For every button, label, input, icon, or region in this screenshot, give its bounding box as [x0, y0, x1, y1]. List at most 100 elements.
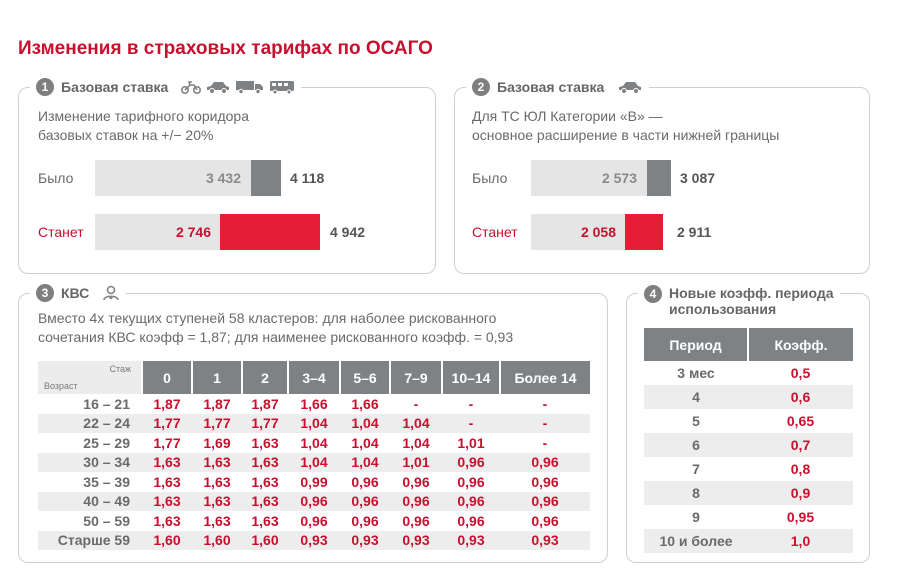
section2-was-label: Было — [472, 170, 508, 186]
kbs-value-cell: 1,66 — [300, 395, 328, 412]
section1-was-bar-range — [251, 160, 281, 196]
kbs-value-cell: 0,96 — [402, 473, 430, 490]
kbs-value-cell: 0,96 — [442, 491, 500, 511]
car-icon — [619, 82, 642, 94]
period-cell: 9 — [692, 509, 700, 525]
age-cell: 25 – 29 — [83, 434, 130, 451]
section1-will-bar-base — [95, 214, 220, 250]
usage-period-table: Период Коэфф. 3 мес 0,5 4 0,6 5 0,65 6 0,7 7 0,8 8… — [644, 328, 853, 553]
kbs-col-header: 10–14 — [441, 361, 500, 394]
kbs-value-cell: 1,63 — [192, 491, 242, 511]
kbs-value-cell: 1,77 — [142, 413, 192, 433]
kbs-value-cell: 1,60 — [192, 530, 242, 550]
section1-was-label: Было — [38, 170, 74, 186]
kbs-value-cell: - — [413, 395, 419, 412]
page-title: Изменения в страховых тарифах по ОСАГО — [18, 38, 433, 59]
kbs-col-header: 1 — [191, 361, 242, 394]
kbs-corner-cell: Стаж Возраст — [38, 361, 142, 394]
kbs-value-cell: 0,96 — [351, 512, 379, 529]
section2-will-low-value: 2 058 — [580, 224, 616, 240]
kbs-value-cell: 1,63 — [153, 512, 181, 529]
section1-description-line1: Изменение тарифного коридора — [38, 108, 249, 124]
section1-was-bar-base — [95, 160, 251, 196]
period-cell: 4 — [644, 385, 748, 409]
bus-icon — [270, 81, 295, 94]
section2-was-bar-base — [531, 160, 647, 196]
kbs-value-cell: 0,96 — [531, 512, 559, 529]
section4-heading: 4 Новые коэфф. периода использования — [638, 285, 840, 317]
kbs-value-cell: 1,04 — [390, 413, 442, 433]
kbs-value-cell: - — [542, 395, 548, 412]
age-cell: 30 – 34 — [38, 452, 142, 472]
motorcycle-icon — [181, 81, 202, 94]
kbs-value-cell: 0,93 — [288, 530, 340, 550]
kbs-value-cell: 1,63 — [203, 473, 231, 490]
section2-description-line1: Для ТС ЮЛ Категории «В» — — [472, 108, 663, 124]
kbs-value-cell: 0,96 — [500, 491, 590, 511]
driver-icon — [103, 285, 120, 301]
kbs-value-cell: 0,96 — [340, 491, 390, 511]
coef-cell: 0,65 — [786, 413, 815, 429]
section2-will-bar-range — [625, 214, 663, 250]
kbs-col-header: Более 14 — [499, 361, 590, 394]
kbs-value-cell: 1,77 — [242, 413, 288, 433]
kbs-value-cell: 0,96 — [288, 491, 340, 511]
coef-col-header: Коэфф. — [748, 328, 853, 361]
section2-description-line2: основное расширение в части нижней грани… — [472, 127, 780, 143]
kbs-value-cell: 1,04 — [288, 413, 340, 433]
kbs-value-cell: 0,96 — [402, 512, 430, 529]
kbs-value-cell: 1,63 — [142, 452, 192, 472]
kbs-value-cell: 1,63 — [242, 452, 288, 472]
section-kbs — [18, 293, 608, 563]
kbs-value-cell: 1,60 — [142, 530, 192, 550]
coef-cell: 0,8 — [790, 461, 811, 477]
kbs-value-cell: 1,69 — [203, 434, 231, 451]
kbs-value-cell: 1,66 — [351, 395, 379, 412]
coef-cell: 1,0 — [748, 529, 853, 553]
age-cell: 35 – 39 — [83, 473, 130, 490]
section1-was-low-value: 3 432 — [205, 170, 241, 186]
kbs-value-cell: 1,04 — [351, 434, 379, 451]
table-row: 25 – 29 1,77 1,69 1,63 1,04 1,04 1,04 1,01 - — [38, 433, 590, 453]
section4-title-line2: использования — [669, 301, 777, 317]
table-row: 4 0,6 — [644, 385, 853, 409]
section2-title: Базовая ставка — [497, 79, 605, 95]
vehicle-icons — [181, 80, 295, 94]
section2-will-high-value: 2 911 — [677, 224, 712, 240]
section2-heading: 2 Базовая ставка — [466, 78, 650, 96]
table-row: 5 0,65 — [644, 409, 853, 433]
kbs-value-cell: 1,63 — [192, 452, 242, 472]
truck-icon — [236, 81, 264, 94]
kbs-col-header: 0 — [141, 361, 192, 394]
kbs-value-cell: 0,96 — [300, 512, 328, 529]
age-cell: 16 – 21 — [83, 395, 130, 412]
section1-description: Изменение тарифного коридора базовых ста… — [38, 107, 249, 145]
section2-number: 2 — [472, 78, 490, 96]
table-row: 16 – 21 1,87 1,87 1,87 1,66 1,66 - - - — [38, 394, 590, 414]
section3-description: Вместо 4х текущих ступеней 58 кластеров:… — [38, 309, 513, 347]
kbs-value-cell: 1,04 — [402, 434, 430, 451]
kbs-value-cell: 1,01 — [457, 434, 485, 451]
period-cell: 8 — [644, 481, 748, 505]
kbs-value-cell: 1,87 — [251, 395, 279, 412]
kbs-value-cell: 1,04 — [340, 452, 390, 472]
kbs-value-cell: 0,96 — [351, 473, 379, 490]
section4-title-line1: Новые коэфф. периода — [669, 285, 834, 301]
section1-will-high-value: 4 942 — [330, 224, 366, 240]
table-row: 7 0,8 — [644, 457, 853, 481]
section3-heading: 3 КВС — [30, 284, 127, 302]
section-base-rate-legal — [454, 87, 870, 274]
section3-description-line1: Вместо 4х текущих ступеней 58 кластеров:… — [38, 310, 497, 326]
table-row: 22 – 24 1,77 1,77 1,77 1,04 1,04 1,04- - — [38, 413, 590, 433]
kbs-value-cell: 1,63 — [251, 512, 279, 529]
kbs-value-cell: - — [542, 434, 548, 451]
period-cell: 6 — [644, 433, 748, 457]
section1-title: Базовая ставка — [61, 79, 169, 95]
table-row: 40 – 49 1,63 1,63 1,63 0,96 0,96 0,96 0,96 0,96 — [38, 491, 590, 511]
coef-cell: 0,6 — [748, 385, 853, 409]
corner-experience-label: Стаж — [109, 364, 131, 374]
kbs-value-cell: - — [442, 413, 500, 433]
section3-description-line2: сочетания КВС коэфф = 1,87; для наименее… — [38, 329, 514, 345]
kbs-value-cell: 0,96 — [390, 491, 442, 511]
kbs-value-cell: 1,63 — [251, 473, 279, 490]
